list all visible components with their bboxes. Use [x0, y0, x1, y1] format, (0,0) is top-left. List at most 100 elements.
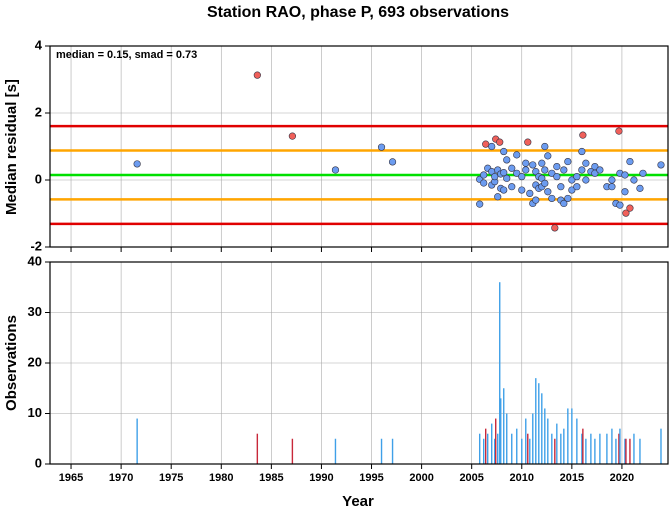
- point: [529, 161, 537, 169]
- x-tick-label: 1995: [359, 472, 383, 484]
- point: [608, 183, 616, 191]
- point: [133, 160, 141, 168]
- x-tick-label: 2015: [560, 472, 584, 484]
- x-tick-label: 1965: [59, 472, 83, 484]
- point: [622, 209, 630, 217]
- bar: [500, 398, 502, 464]
- point: [578, 147, 586, 156]
- bar: [629, 438, 631, 464]
- bar: [582, 428, 584, 464]
- x-axis-label: Year: [342, 493, 374, 510]
- bar: [556, 423, 558, 464]
- y-tick-label: 4: [35, 37, 43, 52]
- bar: [495, 418, 497, 464]
- plot-background: [50, 46, 668, 247]
- point: [494, 193, 502, 201]
- point: [288, 132, 296, 140]
- point: [636, 184, 644, 192]
- x-tick-label: 1970: [109, 472, 133, 484]
- x-tick-label: 2010: [510, 472, 534, 484]
- bar: [541, 393, 543, 464]
- panel: -2 0 2 4: [30, 37, 669, 253]
- x-tick-label: 1980: [209, 472, 233, 484]
- bar: [594, 438, 596, 464]
- point: [553, 173, 561, 181]
- bar: [136, 418, 138, 464]
- point: [557, 183, 565, 191]
- y-tick-label: 0: [35, 455, 42, 470]
- point: [568, 186, 576, 194]
- point: [532, 196, 540, 204]
- point: [626, 204, 634, 212]
- point: [541, 179, 549, 187]
- bar: [380, 438, 383, 464]
- point: [579, 131, 587, 139]
- point: [626, 157, 634, 166]
- point: [377, 143, 386, 151]
- point: [482, 140, 490, 148]
- bar: [483, 438, 485, 464]
- point: [544, 152, 552, 160]
- bar: [478, 433, 481, 464]
- point: [508, 183, 516, 191]
- bar: [291, 438, 294, 464]
- point: [508, 164, 516, 172]
- x-tick-label: 2000: [409, 472, 433, 484]
- point: [522, 166, 530, 174]
- point: [544, 188, 552, 196]
- point: [639, 169, 647, 177]
- point: [541, 166, 549, 174]
- bar: [538, 383, 540, 464]
- bar: [560, 433, 562, 464]
- x-tick-label: 2005: [459, 472, 483, 484]
- bar: [554, 438, 556, 464]
- point: [524, 138, 532, 146]
- bar: [521, 438, 523, 464]
- annotation: median = 0.15, smad = 0.73: [56, 49, 197, 61]
- bar: [256, 433, 259, 464]
- bar: [599, 433, 601, 464]
- bar: [547, 418, 549, 464]
- point: [513, 151, 521, 159]
- point: [596, 166, 604, 174]
- bar: [487, 433, 489, 464]
- point: [488, 142, 496, 151]
- point: [480, 171, 488, 179]
- bar: [485, 428, 487, 464]
- point: [630, 176, 638, 184]
- point: [526, 189, 534, 197]
- point: [582, 176, 590, 184]
- bar: [585, 438, 587, 464]
- bar: [529, 438, 531, 464]
- bar: [567, 408, 569, 464]
- x-tick-label: 1990: [309, 472, 333, 484]
- point: [541, 142, 549, 151]
- point: [331, 166, 340, 174]
- y-axis-label: Observations: [3, 315, 20, 411]
- point: [480, 179, 488, 187]
- bar: [532, 413, 534, 464]
- point: [615, 127, 623, 135]
- plot-frame: [49, 261, 669, 465]
- bar: [499, 282, 501, 464]
- point: [491, 173, 499, 181]
- point: [616, 201, 624, 209]
- point: [560, 199, 568, 208]
- point: [388, 158, 397, 166]
- point: [573, 173, 581, 181]
- point: [513, 169, 521, 177]
- y-tick-label: 10: [28, 405, 42, 420]
- bar: [576, 418, 578, 464]
- bar: [497, 433, 499, 464]
- y-axis-label: Median residual [s]: [3, 79, 20, 215]
- point: [568, 176, 576, 184]
- point: [503, 174, 511, 182]
- bar: [619, 428, 621, 464]
- point: [503, 156, 511, 164]
- point: [500, 169, 508, 177]
- bar: [606, 433, 608, 464]
- bar: [615, 438, 617, 464]
- bar: [494, 438, 496, 464]
- point: [621, 188, 629, 196]
- y-tick-label: 0: [35, 171, 42, 186]
